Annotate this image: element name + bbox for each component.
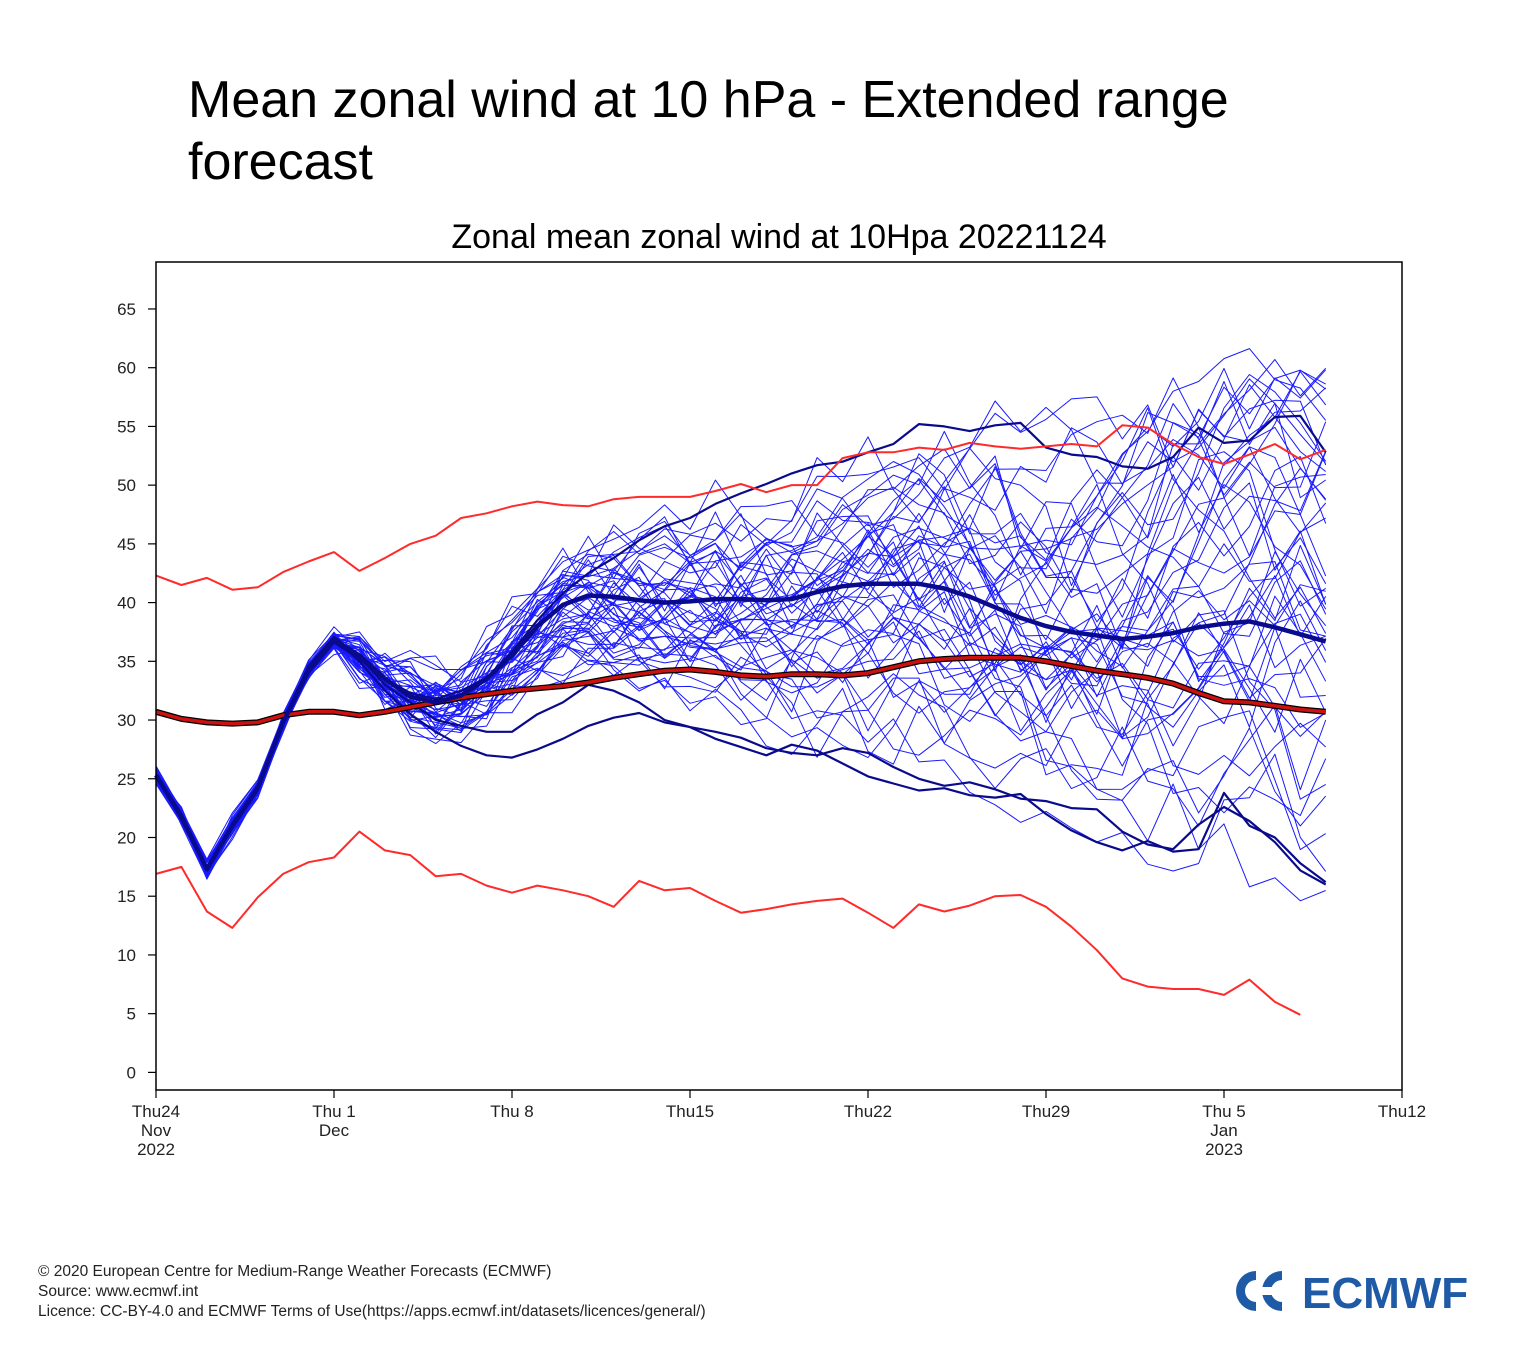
x-tick-label: Jan	[1210, 1121, 1237, 1140]
footer: © 2020 European Centre for Medium-Range …	[38, 1262, 706, 1322]
climate-mean-line	[155, 656, 1326, 726]
licence-text: Licence: CC-BY-4.0 and ECMWF Terms of Us…	[38, 1303, 706, 1320]
ensemble-member-line	[155, 377, 1326, 872]
y-tick-label: 5	[127, 1005, 136, 1024]
ensemble-member-line	[155, 630, 1327, 860]
y-tick-label: 45	[117, 535, 136, 554]
x-tick-label: 2022	[137, 1140, 175, 1159]
ensemble-member-line	[155, 513, 1326, 870]
climate-max-line	[155, 424, 1327, 591]
ensemble-member-line	[155, 545, 1327, 868]
y-tick-label: 50	[117, 476, 136, 495]
ensemble-member-line	[155, 576, 1327, 878]
plot-frame	[155, 261, 1403, 1091]
chart-title: Zonal mean zonal wind at 10Hpa 20221124	[451, 218, 1106, 256]
page-title: Mean zonal wind at 10 hPa - Extended ran…	[188, 70, 1229, 191]
y-tick-label: 15	[117, 887, 136, 906]
x-tick-label: Nov	[141, 1121, 172, 1140]
source-text: Source: www.ecmwf.int	[38, 1283, 199, 1300]
y-tick-label: 60	[117, 359, 136, 378]
ensemble-member-line	[155, 500, 1327, 871]
y-tick-label: 20	[117, 828, 136, 847]
series-layer	[154, 348, 1327, 1016]
y-tick-label: 65	[117, 300, 136, 319]
ensemble-member-line	[155, 367, 1327, 863]
x-tick-label: Thu24	[132, 1102, 180, 1121]
ensemble-member-line	[155, 400, 1327, 868]
ensemble-member-line	[155, 407, 1327, 874]
ensemble-member-line	[155, 606, 1326, 867]
y-tick-label: 0	[127, 1063, 136, 1082]
ensemble-member-line	[155, 416, 1327, 875]
x-tick-label: Thu 5	[1202, 1102, 1245, 1121]
y-tick-label: 55	[117, 417, 136, 436]
ecmwf-logo-text: ECMWF	[1302, 1269, 1468, 1314]
ensemble-member-line	[155, 374, 1327, 876]
chart: Zonal mean zonal wind at 10Hpa 20221124 …	[0, 200, 1518, 1180]
ensemble-member-line	[155, 525, 1327, 870]
ensemble-member-line	[155, 378, 1327, 866]
copyright-text: © 2020 European Centre for Medium-Range …	[38, 1263, 552, 1280]
climate-min-line	[155, 830, 1301, 1016]
x-tick-label: 2023	[1205, 1140, 1243, 1159]
y-tick-label: 30	[117, 711, 136, 730]
ensemble-member-line	[155, 396, 1327, 868]
x-tick-label: Thu29	[1022, 1102, 1070, 1121]
x-tick-label: Thu 1	[312, 1102, 355, 1121]
y-tick-label: 10	[117, 946, 136, 965]
ecmwf-logo: ECMWF	[1236, 1269, 1468, 1314]
x-tick-label: Thu22	[844, 1102, 892, 1121]
y-tick-label: 35	[117, 652, 136, 671]
ensemble-member-line	[155, 600, 1327, 878]
ensemble-member-line	[155, 466, 1327, 866]
y-tick-label: 40	[117, 594, 136, 613]
ensemble-member-line	[155, 451, 1326, 871]
ecmwf-logo-icon	[1236, 1271, 1290, 1311]
ensemble-member-line	[155, 571, 1326, 874]
ensemble-member-line	[155, 359, 1327, 871]
ensemble-member-line	[155, 529, 1326, 877]
x-tick-label: Thu15	[666, 1102, 714, 1121]
x-tick-label: Thu12	[1378, 1102, 1426, 1121]
ensemble-member-line	[155, 583, 1327, 870]
ensemble-mean-line	[154, 581, 1327, 872]
chart-svg: Zonal mean zonal wind at 10Hpa 20221124 …	[117, 218, 1426, 1159]
ensemble-member-line	[155, 446, 1327, 861]
x-tick-label: Thu 8	[490, 1102, 533, 1121]
y-tick-label: 25	[117, 770, 136, 789]
x-tick-label: Dec	[319, 1121, 350, 1140]
highlighted-member-line	[155, 636, 1327, 886]
ensemble-member-line	[155, 448, 1326, 871]
